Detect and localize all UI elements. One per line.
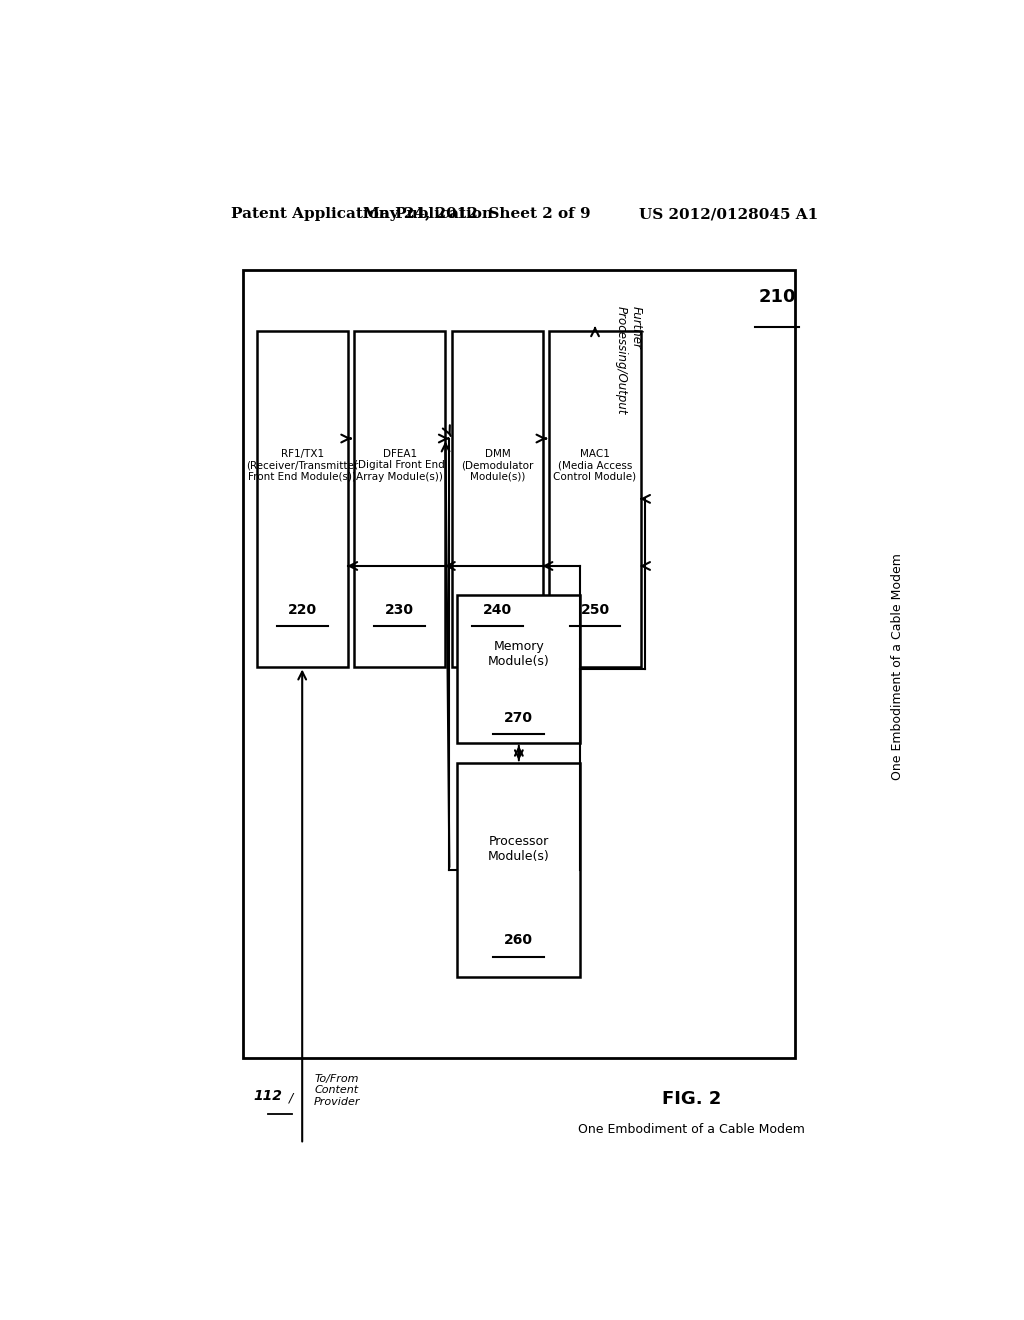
Text: May 24, 2012  Sheet 2 of 9: May 24, 2012 Sheet 2 of 9 (364, 207, 591, 222)
Bar (550, 331, 641, 667)
Bar (452, 331, 543, 667)
Text: Processor
Module(s): Processor Module(s) (488, 834, 550, 862)
Text: FIG. 2: FIG. 2 (662, 1089, 721, 1107)
Bar (458, 763, 581, 977)
Text: DFEA1
(Digital Front End
Array Module(s)): DFEA1 (Digital Front End Array Module(s)… (354, 449, 445, 482)
Text: 220: 220 (288, 602, 316, 616)
Bar (243, 271, 795, 1057)
Text: 240: 240 (483, 602, 512, 616)
Text: Memory
Module(s): Memory Module(s) (488, 640, 550, 668)
Text: DMM
(Demodulator
Module(s)): DMM (Demodulator Module(s)) (461, 449, 534, 482)
Text: Further
Processing/Output: Further Processing/Output (614, 306, 643, 414)
Text: One Embodiment of a Cable Modem: One Embodiment of a Cable Modem (578, 1122, 805, 1135)
Text: RF1/TX1
(Receiver/Transmitter
Front End Module(s)): RF1/TX1 (Receiver/Transmitter Front End … (246, 449, 358, 482)
Text: 230: 230 (385, 602, 415, 616)
Text: 250: 250 (581, 602, 609, 616)
Text: US 2012/0128045 A1: US 2012/0128045 A1 (639, 207, 818, 222)
Text: 210: 210 (759, 289, 796, 306)
Text: 112: 112 (254, 1089, 283, 1102)
Text: Patent Application Publication: Patent Application Publication (231, 207, 494, 222)
Text: 260: 260 (505, 933, 534, 948)
Bar (458, 595, 581, 743)
Text: One Embodiment of a Cable Modem: One Embodiment of a Cable Modem (891, 553, 904, 780)
Bar (354, 331, 445, 667)
Text: 270: 270 (505, 710, 534, 725)
Bar (257, 331, 348, 667)
Text: /: / (289, 1092, 293, 1104)
Text: MAC1
(Media Access
Control Module): MAC1 (Media Access Control Module) (553, 449, 637, 482)
Text: To/From
Content
Provider: To/From Content Provider (314, 1074, 360, 1107)
